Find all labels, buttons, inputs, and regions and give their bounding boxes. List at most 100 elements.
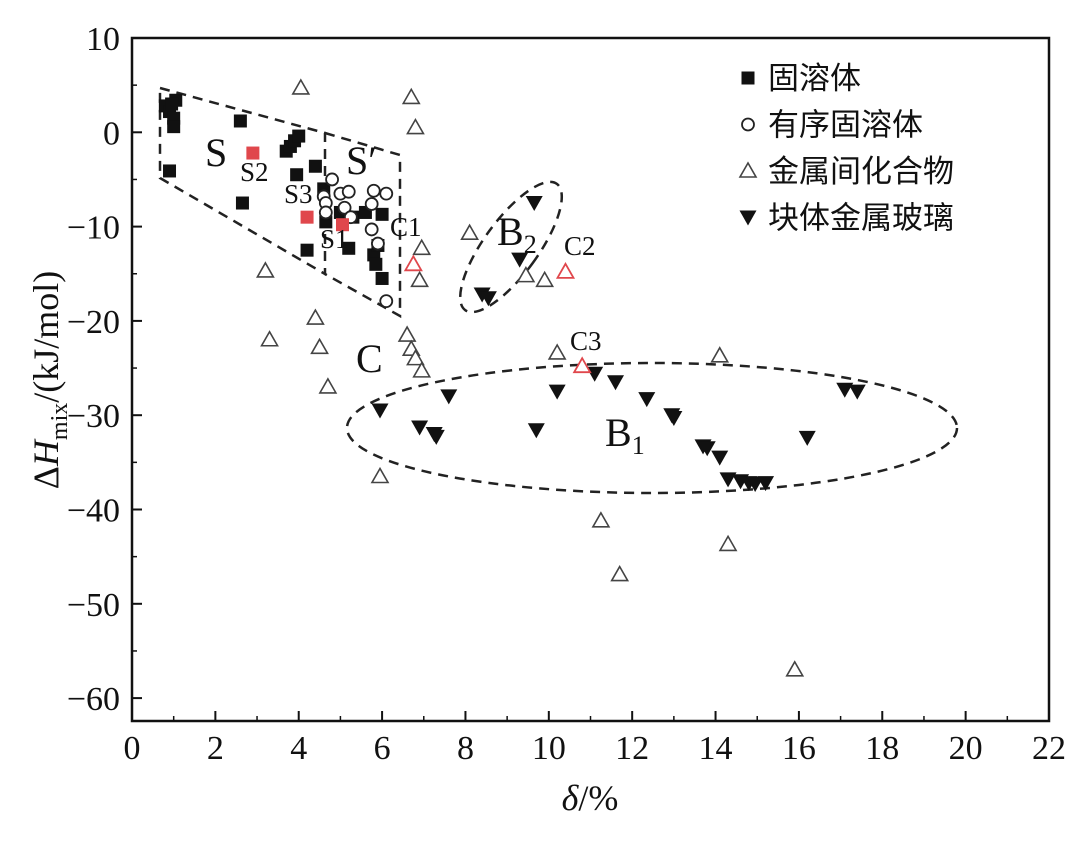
data-point-triangle-down-filled — [427, 429, 445, 445]
data-point-triangle-open — [291, 78, 311, 95]
region-label-B1-subscript: 1 — [632, 431, 645, 460]
data-point-triangle-down-filled — [586, 366, 604, 382]
data-point-circle-open — [337, 200, 352, 215]
data-point-square-filled — [163, 164, 177, 178]
region-label-B2-main: B — [497, 209, 524, 254]
x-tick-label: 18 — [865, 730, 899, 767]
data-point-triangle-open — [412, 361, 432, 378]
legend-marker-circle-open — [741, 117, 755, 132]
region-label-B2: B2 — [497, 209, 537, 259]
data-point-triangle-red — [572, 356, 592, 374]
data-point-triangle-open — [591, 511, 611, 528]
data-point-triangle-down-filled — [798, 430, 816, 446]
data-point-triangle-open — [516, 266, 536, 283]
point-label-C3: C3 — [570, 326, 602, 356]
data-point-circle-open — [364, 197, 379, 211]
y-tick-label: −20 — [67, 304, 120, 341]
x-tick-label: 16 — [782, 730, 816, 767]
data-point-square-filled — [300, 243, 314, 257]
data-point-square-filled — [233, 114, 247, 128]
data-point-triangle-open — [718, 534, 738, 552]
y-ticks: 10 0 −10 −20 −30 −40 −50 −60 — [67, 21, 142, 718]
data-point-triangle-down-filled — [638, 392, 656, 408]
data-point-circle-open — [364, 222, 379, 237]
legend-marker-triangle-open — [738, 161, 758, 178]
data-point-square-red — [246, 146, 260, 160]
x-tick-label: 0 — [124, 730, 141, 767]
x-tick-label: 2 — [207, 730, 224, 767]
region-label-B1-main: B — [605, 410, 632, 455]
data-point-triangle-open — [397, 325, 417, 342]
legend-marker-square-filled — [741, 71, 755, 85]
data-point-triangle-open — [401, 87, 421, 105]
data-point-square-filled — [167, 120, 181, 134]
y-tick-label: −60 — [67, 681, 120, 718]
data-point-triangle-down-filled — [665, 411, 683, 427]
x-tick-label: 22 — [1032, 730, 1066, 767]
data-point-square-filled — [165, 97, 179, 111]
y-tick-label: 0 — [103, 115, 120, 152]
data-point-triangle-down-filled — [757, 476, 775, 492]
region-labels: S S′ C B2 B1 S1 S2 S3 C1 C2 C3 — [205, 130, 645, 460]
data-point-triangle-open — [412, 238, 432, 256]
data-point-triangle-down-filled — [525, 196, 543, 212]
x-tick-label: 14 — [699, 730, 733, 767]
data-point-triangle-down-filled — [527, 423, 545, 439]
point-label-C2: C2 — [564, 231, 596, 261]
region-label-C: C — [356, 336, 383, 381]
data-point-triangle-down-filled — [836, 382, 854, 398]
data-point-square-filled — [319, 215, 333, 229]
y-tick-label: −30 — [67, 398, 120, 435]
region-outlines — [158, 86, 959, 495]
data-point-triangle-down-filled — [479, 291, 497, 307]
data-point-triangle-open — [306, 308, 325, 325]
data-point-triangle-open — [406, 117, 425, 135]
data-point-circle-open — [379, 294, 394, 308]
data-point-triangle-open — [547, 343, 567, 360]
data-point-triangle-down-filled — [698, 441, 716, 457]
y-axis-label: ΔHmix/(kJ/mol) — [26, 271, 73, 490]
y-tick-label: −10 — [67, 210, 120, 247]
data-point-triangle-open — [370, 466, 390, 484]
data-point-triangle-down-filled — [548, 384, 566, 400]
legend-entry-label: 块体金属玻璃 — [768, 201, 954, 237]
data-point-triangle-down-filled — [371, 403, 389, 419]
x-tick-label: 4 — [290, 730, 307, 767]
data-point-triangle-down-filled — [511, 252, 529, 268]
data-point-triangle-open — [535, 270, 555, 288]
data-point-triangle-down-filled — [746, 477, 764, 493]
data-point-circle-open — [325, 172, 339, 187]
data-point-triangle-open — [610, 564, 630, 582]
x-tick-label: 8 — [457, 730, 474, 767]
data-point-triangle-open — [785, 660, 805, 677]
x-ticks: 0 2 4 6 8 10 12 14 16 18 20 22 — [124, 711, 1066, 767]
data-point-square-filled — [369, 257, 383, 271]
data-point-square-filled — [292, 129, 306, 143]
data-point-triangle-open — [256, 261, 275, 278]
legend-entry-label: 金属间化合物 — [768, 154, 954, 190]
data-point-triangle-open — [406, 349, 425, 366]
data-point-circle-open — [371, 236, 385, 251]
region-S-prime-outline — [324, 131, 402, 319]
legend-entry-label: 有序固溶体 — [768, 108, 923, 144]
data-point-triangle-down-filled — [440, 389, 458, 405]
data-point-circle-open — [379, 186, 394, 201]
data-point-triangle-down-filled — [411, 420, 429, 436]
legend-marker-triangle-down-filled — [739, 210, 757, 226]
data-point-square-red — [300, 210, 314, 224]
data-point-circle-open — [366, 183, 381, 198]
point-label-S1: S1 — [320, 224, 349, 254]
region-B2-outline — [458, 180, 564, 314]
point-label-C1: C1 — [390, 212, 422, 242]
data-point-circle-open — [318, 205, 333, 220]
y-tick-label: −50 — [67, 587, 120, 624]
data-point-triangle-open — [710, 346, 730, 363]
point-label-S3: S3 — [284, 179, 313, 209]
data-point-square-filled — [342, 241, 356, 255]
region-label-B2-subscript: 2 — [524, 230, 537, 259]
x-tick-label: 6 — [374, 730, 391, 767]
data-point-square-filled — [235, 196, 249, 210]
data-point-square-red — [335, 218, 349, 232]
